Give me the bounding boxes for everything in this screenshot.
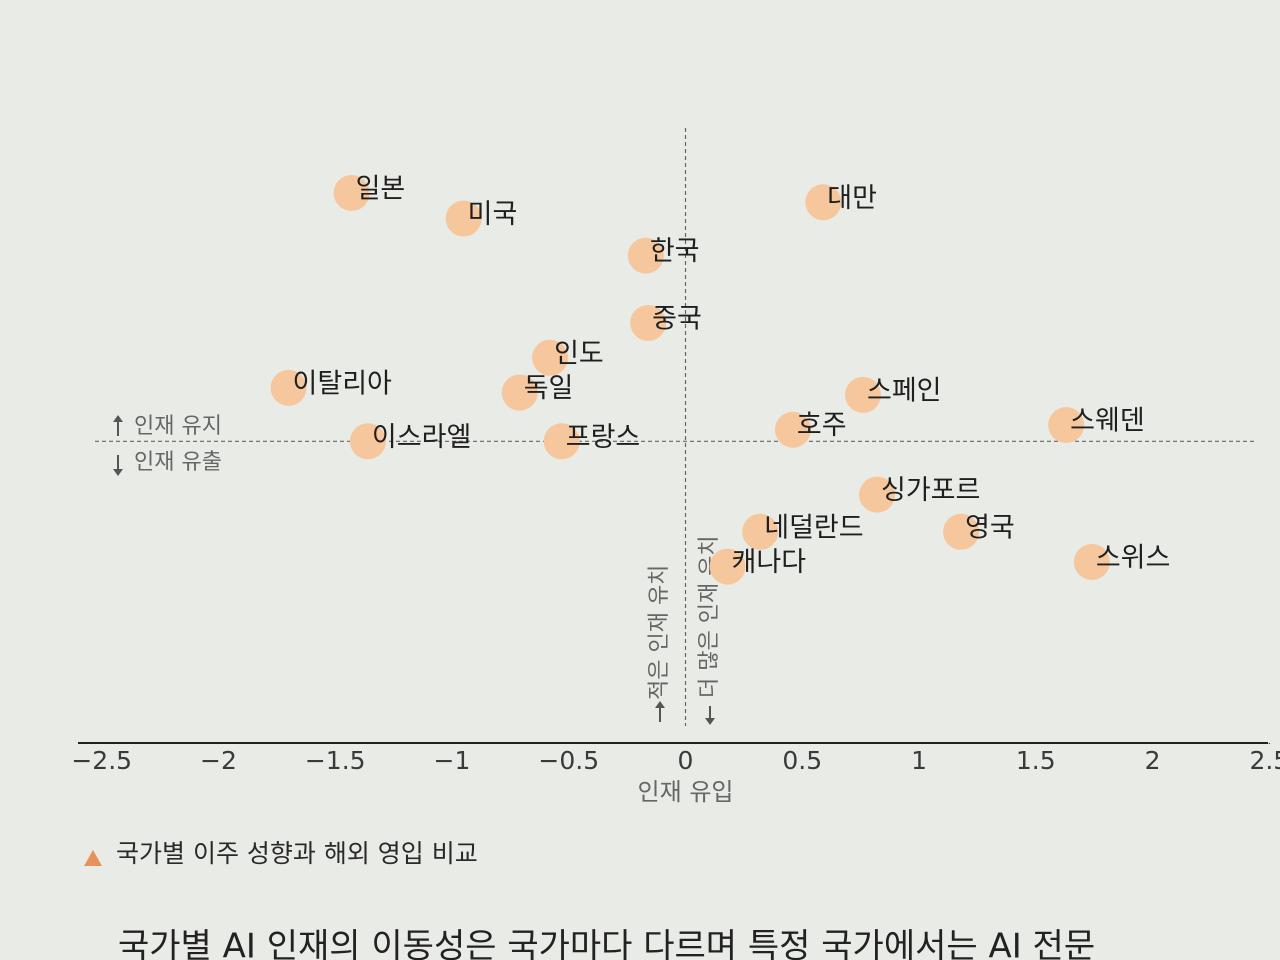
point-label: 이스라엘 bbox=[372, 422, 471, 453]
point bbox=[709, 548, 746, 585]
caption: 국가별 이주 성향과 해외 영입 비교 bbox=[116, 839, 478, 868]
x-tick-label: 1 bbox=[911, 746, 927, 775]
x-axis-label: 인재 유입 bbox=[638, 778, 734, 806]
x-tick-label: 2 bbox=[1145, 746, 1161, 775]
arrow-down-head bbox=[113, 469, 123, 476]
y-annotation: 인재 유출 bbox=[134, 450, 222, 475]
point-label: 호주 bbox=[797, 410, 847, 441]
point bbox=[543, 423, 580, 460]
point-label: 독일 bbox=[524, 373, 574, 404]
point bbox=[1073, 543, 1110, 580]
point bbox=[859, 476, 896, 513]
point-label: 싱가포르 bbox=[881, 475, 980, 506]
x-tick-label: 0 bbox=[678, 746, 694, 775]
x-tick-label: 0.5 bbox=[782, 746, 822, 775]
point-label: 중국 bbox=[652, 303, 702, 334]
x-annotation: 적은 인재 유치 bbox=[647, 565, 672, 700]
arrow-up-head bbox=[113, 415, 123, 422]
point-label: 스위스 bbox=[1096, 542, 1171, 573]
point bbox=[774, 411, 811, 448]
point bbox=[742, 513, 779, 550]
point bbox=[349, 423, 386, 460]
point-label: 스웨덴 bbox=[1070, 406, 1145, 437]
point-label: 대만 bbox=[827, 183, 877, 214]
x-tick-label: 2.5 bbox=[1249, 746, 1280, 775]
point-label: 네덜란드 bbox=[764, 512, 863, 543]
point bbox=[270, 369, 307, 406]
y-annotation: 인재 유지 bbox=[134, 414, 222, 439]
point bbox=[333, 174, 370, 211]
point bbox=[844, 376, 881, 413]
point-label: 인도 bbox=[554, 338, 604, 369]
point bbox=[630, 304, 667, 341]
point bbox=[1048, 407, 1085, 444]
point bbox=[532, 339, 569, 376]
x-tick-label: −1.5 bbox=[305, 746, 366, 775]
point bbox=[805, 184, 842, 221]
body-text: 국가별 AI 인재의 이동성은 국가마다 다르며 특정 국가에서는 AI 전문 bbox=[118, 927, 1095, 960]
point-label: 영국 bbox=[965, 512, 1015, 543]
point bbox=[501, 374, 538, 411]
x-tick-label: −1 bbox=[434, 746, 471, 775]
arrow-up-head bbox=[655, 701, 665, 708]
point-label: 일본 bbox=[356, 173, 406, 204]
caption-marker bbox=[84, 850, 102, 866]
x-tick-label: 1.5 bbox=[1016, 746, 1056, 775]
point-label: 스페인 bbox=[867, 375, 942, 406]
arrow-down-head bbox=[705, 718, 715, 725]
point-label: 한국 bbox=[650, 236, 700, 267]
x-tick-label: −2 bbox=[200, 746, 237, 775]
x-tick-label: −0.5 bbox=[538, 746, 599, 775]
point bbox=[627, 237, 664, 274]
point-label: 캐나다 bbox=[732, 547, 807, 578]
point-label: 프랑스 bbox=[566, 422, 641, 453]
point-label: 이탈리아 bbox=[293, 368, 393, 399]
point bbox=[943, 513, 980, 550]
x-tick-label: −2.5 bbox=[71, 746, 132, 775]
point-label: 미국 bbox=[468, 199, 518, 230]
point bbox=[445, 200, 482, 237]
